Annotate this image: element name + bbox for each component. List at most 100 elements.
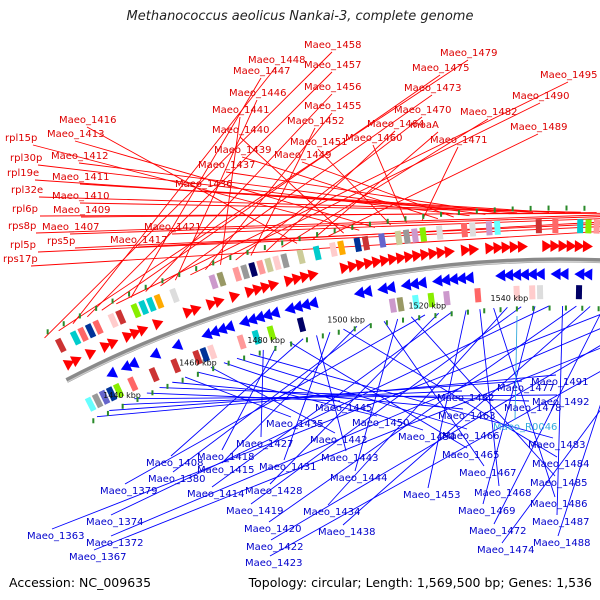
- minus-gene-label[interactable]: Maeo_1465: [442, 450, 499, 461]
- plus-gene-label[interactable]: rpl30p: [10, 153, 42, 164]
- minus-gene-label[interactable]: Maeo_1474: [477, 545, 534, 556]
- minus-gene-label[interactable]: Maeo_1472: [469, 526, 526, 537]
- minus-gene-label[interactable]: Maeo_1477: [497, 383, 554, 394]
- plus-gene-label[interactable]: Maeo_1449: [274, 150, 331, 161]
- plus-gene-label[interactable]: Maeo_1411: [52, 172, 109, 183]
- plus-strand-gene: [460, 244, 472, 257]
- minus-strand-gene: [550, 267, 561, 280]
- minus-gene-label[interactable]: Maeo_1422: [246, 542, 303, 553]
- minus-gene-label[interactable]: Maeo_1420: [244, 524, 301, 535]
- plus-gene-label[interactable]: Maeo_1495: [540, 70, 597, 81]
- plus-gene-label[interactable]: Maeo_1464: [367, 119, 424, 130]
- minus-strand-gene: [455, 272, 467, 285]
- plus-gene-label[interactable]: Maeo_1451: [290, 137, 347, 148]
- plus-gene-label[interactable]: Maeo_1458: [304, 40, 361, 51]
- plus-gene-label[interactable]: rpl15p: [5, 133, 37, 144]
- leader-line: [93, 347, 600, 551]
- plus-gene-label[interactable]: Maeo_1452: [287, 116, 344, 127]
- minus-gene-label[interactable]: Maeo_1462: [437, 393, 494, 404]
- plus-gene-label[interactable]: Maeo_1413: [47, 129, 104, 140]
- plus-gene-label[interactable]: Maeo_1416: [59, 115, 116, 126]
- plus-gene-label[interactable]: Maeo_1417: [110, 235, 167, 246]
- plus-gene-label[interactable]: Maeo_1490: [512, 91, 569, 102]
- minus-gene-label[interactable]: Maeo_1374: [86, 517, 143, 528]
- plus-gene-label[interactable]: Maeo_1473: [404, 83, 461, 94]
- plus-gene-label[interactable]: rpl19e: [7, 168, 39, 179]
- minus-gene-label[interactable]: Maeo_1487: [532, 517, 589, 528]
- plus-gene-label[interactable]: Maeo_1409: [53, 205, 110, 216]
- rna-gene-label[interactable]: Maeo_R0046: [493, 422, 557, 433]
- gene-block: [54, 337, 67, 353]
- plus-gene-label[interactable]: Maeo_1479: [440, 48, 497, 59]
- minus-gene-label[interactable]: Maeo_1444: [330, 473, 387, 484]
- minus-gene-label[interactable]: Maeo_1485: [530, 478, 587, 489]
- minus-gene-label[interactable]: Maeo_1488: [533, 538, 590, 549]
- plus-gene-label[interactable]: Maeo_1471: [430, 135, 487, 146]
- plus-gene-label[interactable]: Maeo_1440: [212, 125, 269, 136]
- plus-gene-label[interactable]: Maeo_1448: [248, 55, 305, 66]
- minus-gene-label[interactable]: Maeo_1478: [504, 403, 561, 414]
- plus-gene-label[interactable]: Maeo_1437: [198, 160, 255, 171]
- minus-gene-label[interactable]: Maeo_1450: [352, 418, 409, 429]
- minus-gene-label[interactable]: Maeo_1492: [532, 397, 589, 408]
- gene-block: [296, 317, 307, 333]
- minus-gene-label[interactable]: Maeo_1418: [197, 452, 254, 463]
- plus-gene-label[interactable]: Maeo_1482: [460, 107, 517, 118]
- minus-gene-label[interactable]: Maeo_1442: [310, 435, 367, 446]
- plus-gene-label[interactable]: moaA: [410, 120, 439, 131]
- minus-gene-label[interactable]: Maeo_1491: [531, 377, 588, 388]
- minus-gene-label[interactable]: Maeo_1408: [146, 458, 203, 469]
- minus-gene-label[interactable]: Maeo_1379: [100, 486, 157, 497]
- minus-gene-label[interactable]: Maeo_1414: [187, 489, 244, 500]
- minus-gene-label[interactable]: Maeo_1415: [197, 465, 254, 476]
- minus-gene-label[interactable]: Maeo_1423: [245, 558, 302, 569]
- plus-gene-label[interactable]: rpl6p: [12, 204, 38, 215]
- minus-gene-label[interactable]: Maeo_1431: [259, 462, 316, 473]
- plus-gene-label[interactable]: rpl5p: [10, 240, 36, 251]
- plus-gene-label[interactable]: Maeo_1460: [345, 133, 402, 144]
- plus-gene-label[interactable]: Maeo_1489: [510, 122, 567, 133]
- plus-gene-label[interactable]: Maeo_1457: [304, 60, 361, 71]
- minus-gene-label[interactable]: Maeo_1380: [148, 474, 205, 485]
- plus-gene-label[interactable]: rps17p: [3, 254, 38, 265]
- minus-gene-label[interactable]: Maeo_1438: [318, 527, 375, 538]
- plus-gene-label[interactable]: Maeo_1455: [304, 101, 361, 112]
- minus-gene-label[interactable]: Maeo_1372: [86, 538, 143, 549]
- minus-gene-label[interactable]: Maeo_1469: [458, 506, 515, 517]
- plus-gene-label[interactable]: rpl32e: [11, 185, 43, 196]
- plus-gene-label[interactable]: Maeo_1439: [214, 145, 271, 156]
- minus-gene-label[interactable]: Maeo_1434: [303, 507, 360, 518]
- plus-gene-label[interactable]: rps5p: [47, 236, 75, 247]
- plus-gene-label[interactable]: Maeo_1441: [212, 105, 269, 116]
- plus-gene-label[interactable]: Maeo_1475: [412, 63, 469, 74]
- plus-gene-label[interactable]: Maeo_1447: [233, 66, 290, 77]
- plus-gene-label[interactable]: Maeo_1470: [394, 105, 451, 116]
- minus-gene-label[interactable]: Maeo_1467: [459, 468, 516, 479]
- plus-gene-label[interactable]: rps8p: [8, 221, 36, 232]
- minus-gene-label[interactable]: Maeo_1453: [403, 490, 460, 501]
- plus-gene-label[interactable]: Maeo_1412: [51, 151, 108, 162]
- minus-gene-label[interactable]: Maeo_1484: [532, 459, 589, 470]
- minus-gene-label[interactable]: Maeo_1428: [245, 486, 302, 497]
- minus-gene-label[interactable]: Maeo_1435: [266, 419, 323, 430]
- minus-gene-label[interactable]: Maeo_1367: [69, 552, 126, 563]
- minus-gene-label[interactable]: Maeo_1483: [528, 440, 585, 451]
- minus-gene-label[interactable]: Maeo_1468: [474, 488, 531, 499]
- minus-gene-label[interactable]: Maeo_1443: [321, 453, 378, 464]
- minus-gene-label[interactable]: Maeo_1463: [438, 411, 495, 422]
- minus-gene-label[interactable]: Maeo_1466: [442, 431, 499, 442]
- plus-gene-label[interactable]: Maeo_1446: [229, 88, 286, 99]
- minus-strand-gene: [284, 302, 296, 314]
- minus-gene-label[interactable]: Maeo_1445: [315, 403, 372, 414]
- plus-gene-label[interactable]: Maeo_1407: [42, 222, 99, 233]
- minus-gene-label[interactable]: Maeo_1486: [530, 499, 587, 510]
- plus-gene-label[interactable]: Maeo_1421: [144, 222, 201, 233]
- plus-gene-label[interactable]: Maeo_1456: [304, 82, 361, 93]
- plus-gene-label[interactable]: Maeo_1410: [52, 191, 109, 202]
- plus-gene-label[interactable]: Maeo_1436: [175, 179, 232, 190]
- minus-gene-label[interactable]: Maeo_1427: [236, 439, 293, 450]
- minus-gene-label[interactable]: Maeo_1419: [226, 506, 283, 517]
- minus-gene-label[interactable]: Maeo_1454: [398, 432, 455, 443]
- minus-gene-label[interactable]: Maeo_1363: [27, 531, 84, 542]
